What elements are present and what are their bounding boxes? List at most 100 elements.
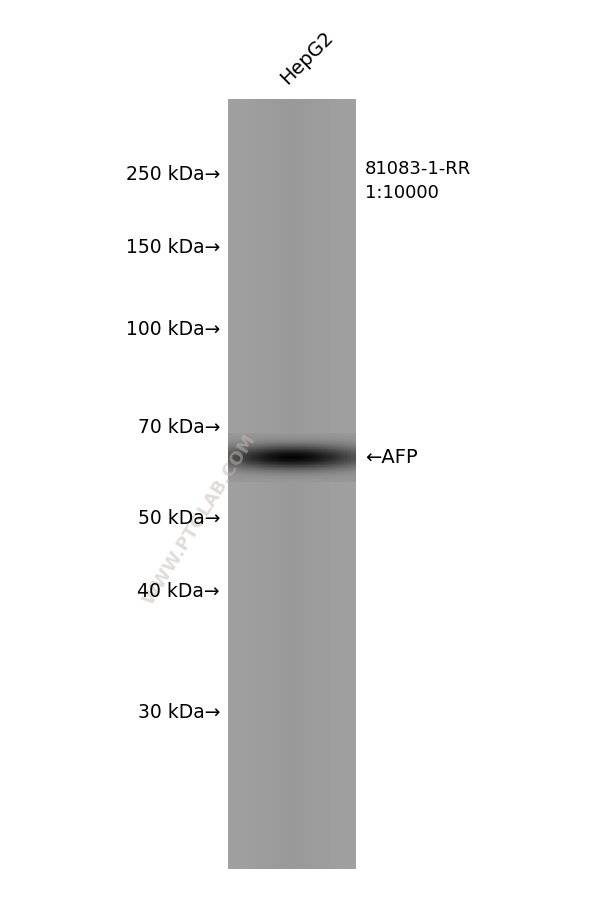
Bar [245,474,248,475]
Bar [289,457,292,458]
Bar [329,454,332,455]
Bar [338,452,341,453]
Bar [289,471,292,473]
Bar [328,446,330,447]
Bar [338,435,341,436]
Bar [249,446,252,447]
Bar [344,437,347,438]
Bar [275,472,277,473]
Bar [323,446,326,447]
Bar [230,456,233,457]
Bar [319,436,322,437]
Bar [256,471,258,472]
Bar [304,441,307,442]
Bar [245,465,248,466]
Bar [353,455,355,456]
Bar [323,439,326,440]
Bar [239,449,241,450]
Bar [230,473,233,474]
Bar [349,441,351,442]
Bar [315,434,317,436]
Bar [323,473,326,474]
Bar [298,438,301,439]
Bar [296,468,298,469]
Bar [315,480,317,481]
Bar [260,446,262,447]
Bar [289,435,292,436]
Bar [336,443,338,444]
Bar [332,436,334,437]
Bar [251,465,254,466]
Bar [292,441,294,442]
Bar [264,446,266,447]
Bar [325,462,328,463]
Bar [262,466,265,467]
Bar [332,448,334,449]
Bar [257,438,260,439]
Bar [272,462,275,463]
Bar [251,434,254,436]
Bar [266,434,269,435]
Bar [228,436,230,437]
Bar [328,456,330,457]
Bar [304,452,307,453]
Bar [349,462,351,463]
Bar [351,461,353,462]
Bar [230,434,233,435]
Bar [241,437,244,438]
Bar [283,450,286,451]
Bar [256,464,258,465]
Bar [228,437,230,438]
Bar [287,443,290,444]
Bar [243,469,245,470]
Bar [302,478,305,480]
Bar [239,441,241,442]
Bar [271,470,273,471]
Bar [323,459,326,460]
Bar [241,457,244,458]
Bar [239,463,241,464]
Bar [338,468,341,469]
Bar [353,446,355,447]
Bar [312,100,314,869]
Bar [279,478,281,480]
Bar [300,450,302,451]
Bar [268,450,271,451]
Bar [329,440,332,441]
Bar [342,463,345,464]
Bar [285,476,288,477]
Bar [256,480,258,482]
Bar [347,459,349,460]
Bar [328,443,330,444]
Bar [351,449,353,450]
Bar [285,436,288,437]
Bar [321,443,324,444]
Bar [285,465,288,466]
Bar [349,446,351,447]
Bar [298,461,301,462]
Bar [329,478,332,480]
Bar [236,439,239,440]
Bar [271,437,273,438]
Bar [338,457,341,458]
Bar [275,458,277,459]
Bar [268,474,271,476]
Bar [323,450,326,451]
Bar [277,466,280,467]
Bar [279,469,281,471]
Bar [249,476,252,477]
Bar [260,469,262,471]
Bar [332,478,334,479]
Bar [298,464,301,465]
Bar [328,478,330,480]
Bar [262,471,265,472]
Bar [321,463,324,464]
Bar [283,438,286,439]
Bar [285,480,288,481]
Bar [342,454,345,455]
Bar [241,447,244,448]
Bar [351,477,353,478]
Bar [264,443,266,444]
Bar [262,478,265,480]
Bar [328,478,330,479]
